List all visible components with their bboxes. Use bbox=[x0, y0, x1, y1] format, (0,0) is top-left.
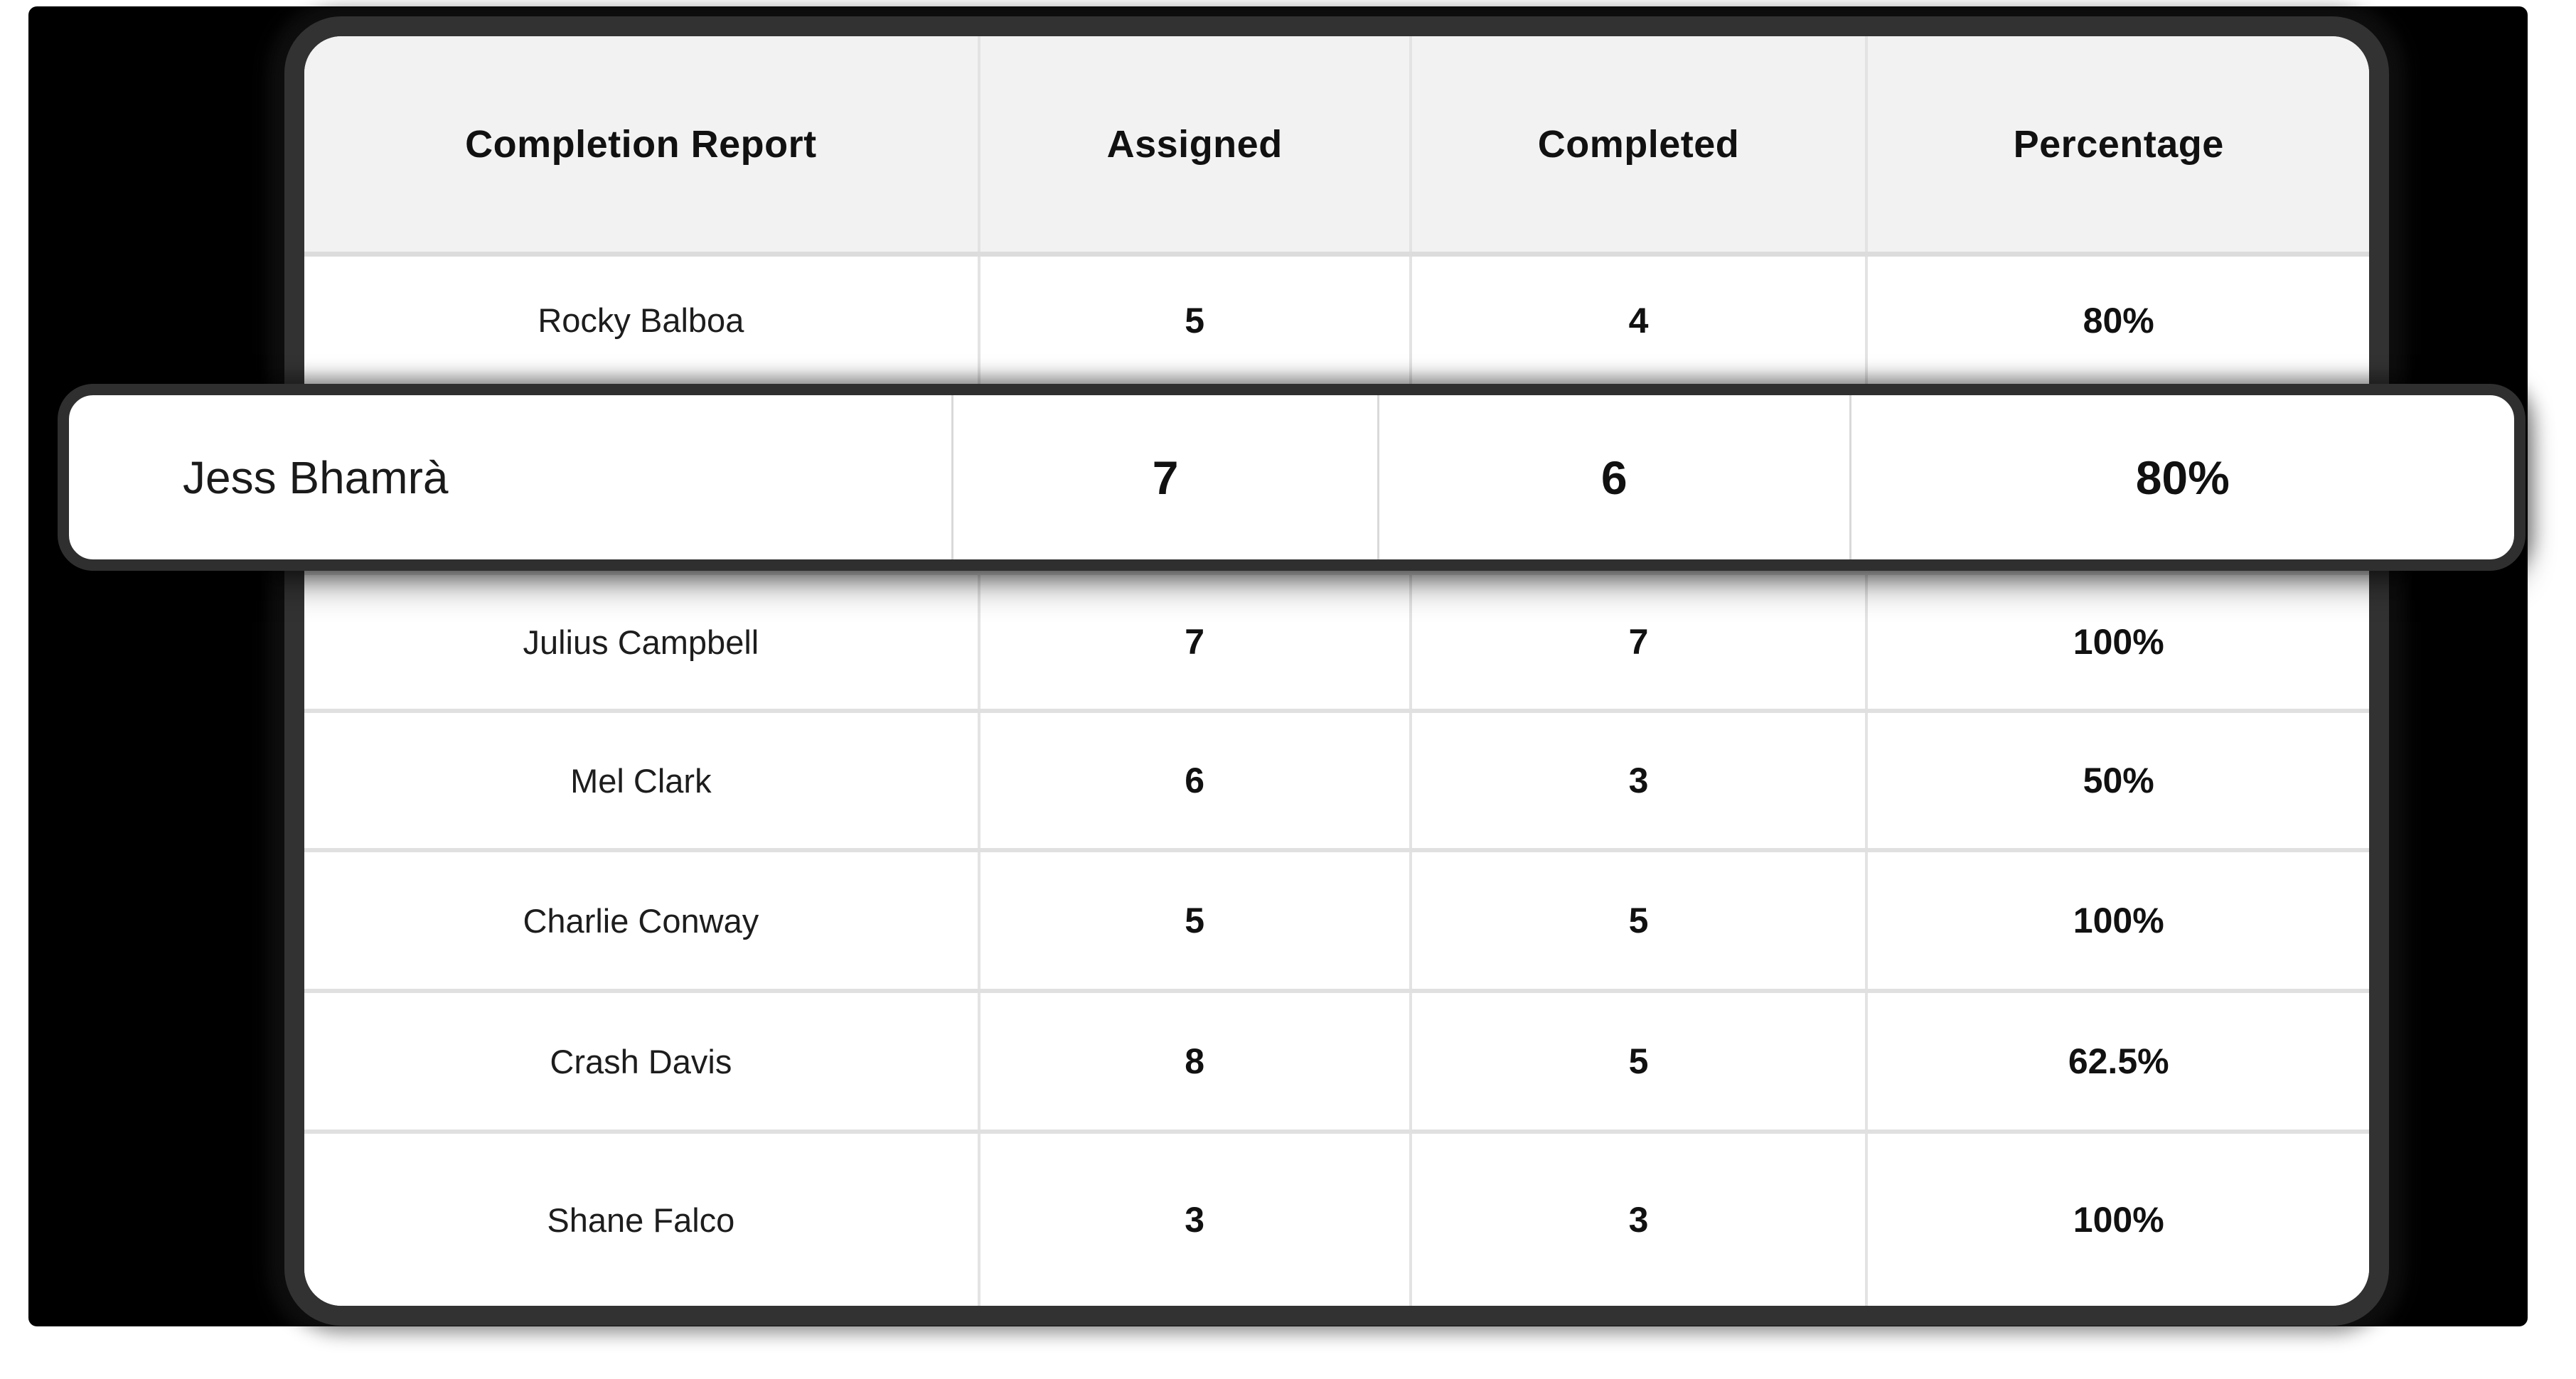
row-completed: 5 bbox=[1409, 993, 1866, 1130]
row-assigned: 6 bbox=[977, 713, 1409, 848]
header-completion-report: Completion Report bbox=[465, 122, 817, 166]
table-row[interactable]: Crash Davis 8 5 62.5% bbox=[304, 989, 2369, 1130]
table-row[interactable]: Shane Falco 3 3 100% bbox=[304, 1130, 2369, 1306]
highlighted-row-jess-bhamra[interactable]: Jess Bhamrà 7 6 80% bbox=[58, 384, 2526, 571]
row-completed: 3 bbox=[1409, 1134, 1866, 1306]
row-name: Jess Bhamrà bbox=[183, 451, 449, 503]
row-name: Mel Clark bbox=[570, 761, 712, 800]
row-percentage: 50% bbox=[1865, 713, 2369, 848]
row-percentage: 80% bbox=[1849, 395, 2514, 559]
table-row[interactable]: Charlie Conway 5 5 100% bbox=[304, 848, 2369, 989]
row-name: Crash Davis bbox=[550, 1042, 732, 1080]
row-assigned: 8 bbox=[977, 993, 1409, 1130]
table-row[interactable]: Julius Campbell 7 7 100% bbox=[304, 571, 2369, 709]
row-percentage: 100% bbox=[1865, 1134, 2369, 1306]
header-percentage: Percentage bbox=[1865, 36, 2369, 252]
row-completed: 7 bbox=[1409, 575, 1866, 709]
row-name: Shane Falco bbox=[547, 1201, 735, 1239]
row-name: Rocky Balboa bbox=[538, 301, 744, 339]
table-header-row: Completion Report Assigned Completed Per… bbox=[304, 36, 2369, 257]
row-assigned: 5 bbox=[977, 852, 1409, 989]
row-completed: 4 bbox=[1409, 257, 1866, 384]
row-percentage: 80% bbox=[1865, 257, 2369, 384]
completion-report-table: Completion Report Assigned Completed Per… bbox=[284, 16, 2389, 1326]
row-percentage: 62.5% bbox=[1865, 993, 2369, 1130]
table-row[interactable]: Rocky Balboa 5 4 80% bbox=[304, 257, 2369, 384]
row-assigned: 5 bbox=[977, 257, 1409, 384]
row-percentage: 100% bbox=[1865, 852, 2369, 989]
header-completed: Completed bbox=[1409, 36, 1866, 252]
row-completed: 5 bbox=[1409, 852, 1866, 989]
row-name: Charlie Conway bbox=[523, 901, 759, 940]
row-assigned: 7 bbox=[951, 395, 1377, 559]
row-name: Julius Campbell bbox=[523, 623, 759, 661]
table-row[interactable]: Mel Clark 6 3 50% bbox=[304, 709, 2369, 848]
header-assigned: Assigned bbox=[977, 36, 1409, 252]
row-percentage: 100% bbox=[1865, 575, 2369, 709]
row-assigned: 7 bbox=[977, 575, 1409, 709]
row-completed: 3 bbox=[1409, 713, 1866, 848]
row-assigned: 3 bbox=[977, 1134, 1409, 1306]
row-completed: 6 bbox=[1377, 395, 1849, 559]
